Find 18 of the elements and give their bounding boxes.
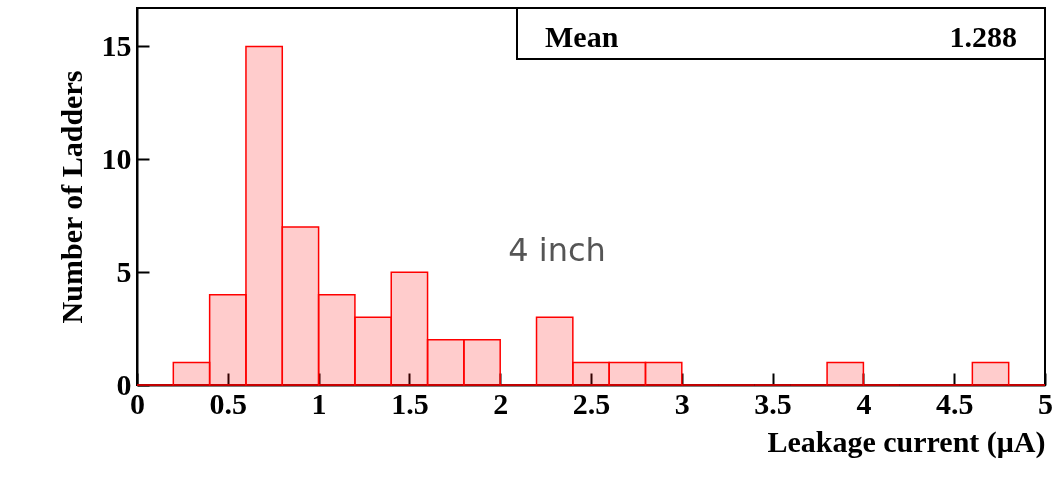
x-tick-label: 2 bbox=[493, 386, 509, 420]
y-tick-label: 5 bbox=[116, 254, 132, 288]
annotation: Mean bbox=[545, 20, 619, 53]
y-tick-label: 15 bbox=[101, 28, 132, 62]
annotation: 1.288 bbox=[949, 20, 1017, 53]
x-tick-label: 2.5 bbox=[572, 386, 611, 420]
y-axis-title: Number of Ladders bbox=[54, 70, 88, 324]
x-tick-label: 1.5 bbox=[391, 386, 429, 420]
x-tick-label: 4.5 bbox=[935, 386, 974, 420]
x-axis-title: Leakage current (μA) bbox=[767, 424, 1046, 459]
x-tick-label: 3 bbox=[674, 386, 690, 420]
annotation: 4 inch bbox=[508, 231, 606, 269]
x-tick-label: 1 bbox=[311, 386, 327, 420]
y-tick-label: 10 bbox=[101, 141, 132, 175]
x-tick-label: 3.5 bbox=[754, 386, 792, 420]
x-tick-label: 5 bbox=[1038, 386, 1053, 420]
x-tick-label: 0.5 bbox=[209, 386, 248, 420]
x-tick-label: 4 bbox=[856, 386, 872, 420]
